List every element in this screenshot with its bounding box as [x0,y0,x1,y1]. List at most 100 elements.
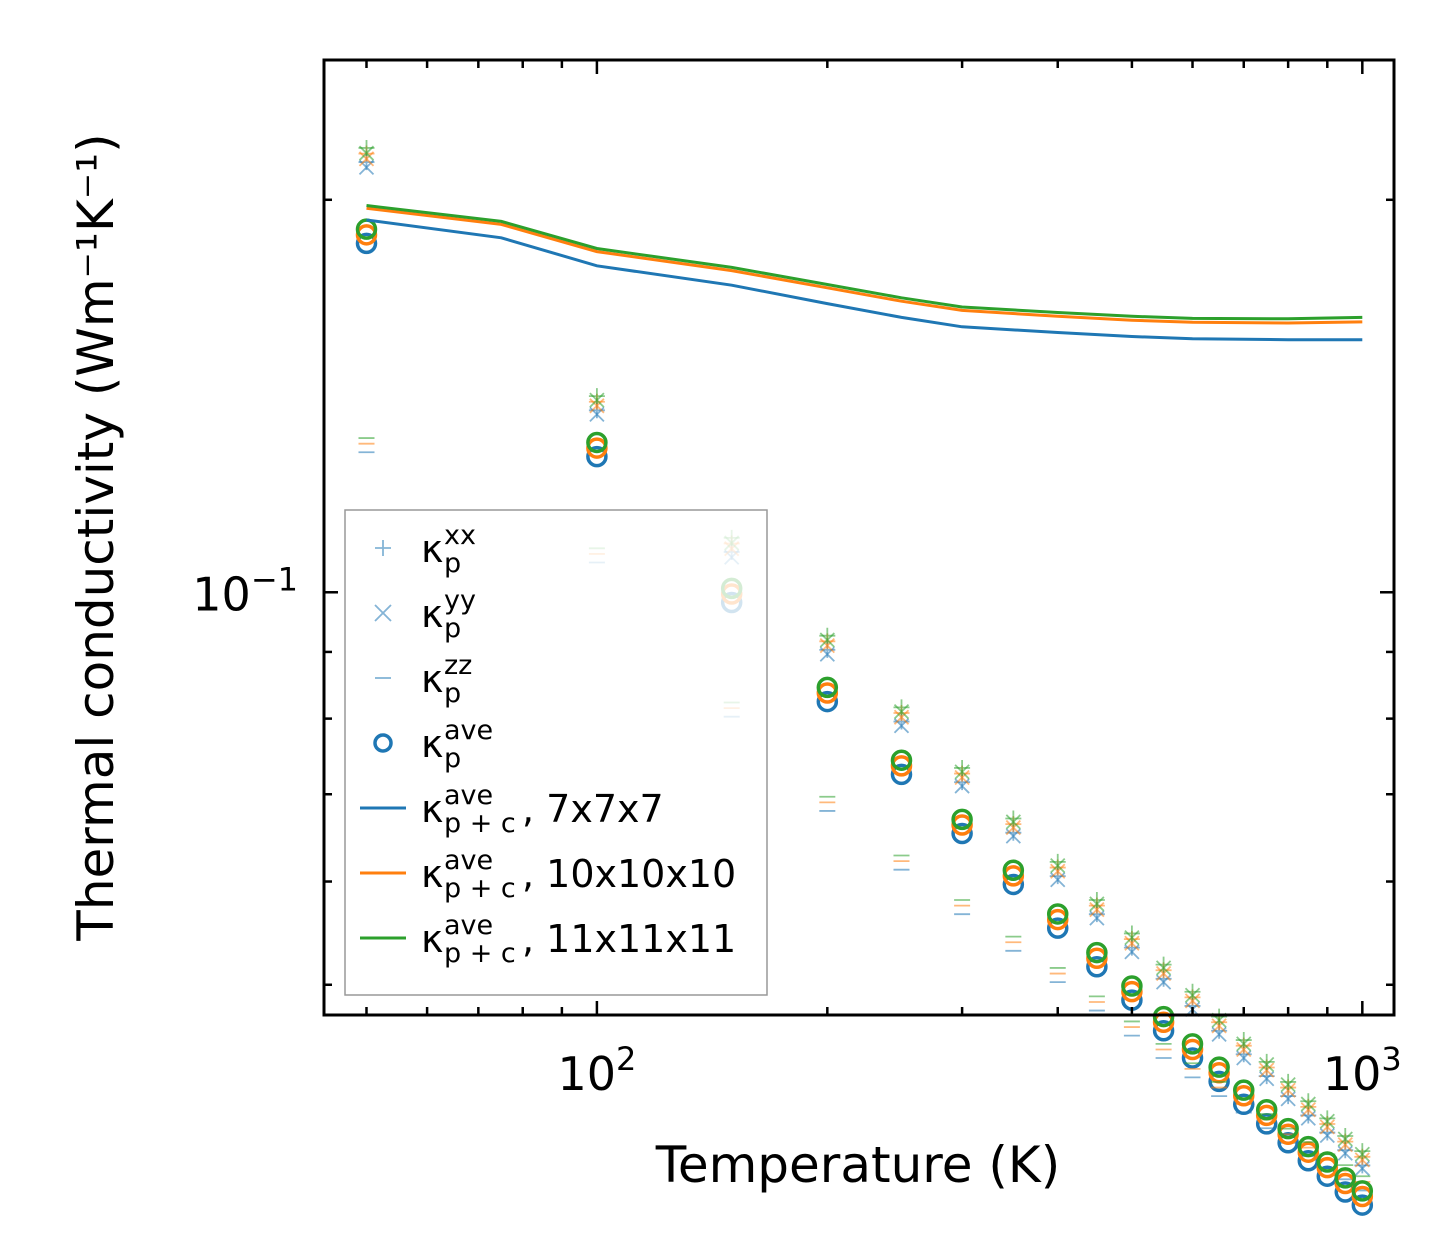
y-axis-label: Thermal conductivity (Wm⁻¹K⁻¹) [67,133,125,941]
svg-text:κ: κ [421,592,443,636]
point-ave-7x7x7-250K [890,763,913,786]
point-yy-11x11x11-500K [1124,930,1140,946]
legend-label: κ xxp [421,520,476,579]
legend-entry-zz-dash: κ zzp [375,650,472,709]
point-ave-11x11x11-350K [1002,859,1025,882]
point-yy-11x11x11-550K [1155,960,1172,976]
svg-text:, 7x7x7: , 7x7x7 [522,787,664,831]
point-yy-11x11x11-100K [589,392,605,408]
point-yy-10x10x10-950K [1337,1137,1353,1153]
svg-text:, 10x10x10: , 10x10x10 [522,852,736,896]
svg-text:κ: κ [421,527,443,571]
svg-text:ave: ave [444,910,493,941]
point-xx-11x11x11-100K [588,388,605,405]
svg-text:ave: ave [444,780,493,811]
point-ave-7x7x7-300K [951,822,973,845]
point-yy-10x10x10-650K [1211,1018,1227,1034]
point-xx-11x11x11-800K [1280,1073,1297,1090]
point-yy-10x10x10-350K [1005,819,1021,836]
point-yy-11x11x11-600K [1184,987,1201,1003]
point-ave-11x11x11-750K [1255,1098,1278,1121]
point-xx-11x11x11-450K [1088,891,1105,908]
data-marks [355,139,1374,1216]
legend-entry-yy-x: κ yyp [374,585,476,644]
point-ave-7x7x7-50K [355,232,378,255]
svg-text:p + c: p + c [444,873,516,904]
point-yy-10x10x10-600K [1184,993,1201,1009]
point-xx-11x11x11-600K [1184,983,1201,1000]
point-yy-10x10x10-850K [1300,1102,1316,1118]
point-xx-11x11x11-750K [1258,1053,1275,1070]
point-xx-11x11x11-550K [1155,956,1172,973]
point-yy-11x11x11-350K [1005,814,1021,830]
tick-labels: 102 103 10−1 [192,560,1401,1101]
point-xx-11x11x11-850K [1300,1093,1317,1110]
series-line-11x11x11 [366,204,1363,321]
point-yy-10x10x10-550K [1155,965,1172,982]
point-ave-11x11x11-400K [1046,903,1069,925]
point-yy-11x11x11-900K [1319,1113,1335,1129]
point-xx-11x11x11-950K [1337,1128,1354,1145]
point-ave-7x7x7-600K [1181,1047,1204,1069]
point-yy-11x11x11-300K [954,764,970,780]
point-ave-11x11x11-450K [1086,941,1108,964]
point-ave-11x11x11-1000K [1351,1180,1374,1202]
point-yy-10x10x10-700K [1236,1041,1252,1058]
svg-text:ave: ave [444,715,493,746]
point-yy-11x11x11-450K [1089,896,1105,912]
point-yy-10x10x10-200K [819,638,835,654]
svg-text:κ: κ [421,787,443,831]
series-lines [366,204,1363,342]
point-ave-7x7x7-700K [1233,1093,1255,1116]
point-yy-10x10x10-900K [1319,1119,1335,1135]
legend-handle [374,604,392,622]
point-ave-11x11x11-600K [1181,1033,1204,1055]
svg-text:p: p [444,678,461,709]
point-yy-11x11x11-950K [1337,1131,1353,1147]
point-ave-11x11x11-650K [1208,1056,1230,1078]
point-yy-10x10x10-400K [1050,863,1066,879]
point-xx-11x11x11-900K [1319,1110,1336,1127]
plot-frame [322,58,1396,1017]
svg-text:, 11x11x11: , 11x11x11 [522,917,736,961]
svg-text:p: p [444,548,461,579]
legend-label: κ yyp [421,585,476,644]
point-ave-11x11x11-300K [951,808,973,831]
point-yy-10x10x10-450K [1089,901,1105,918]
point-xx-11x11x11-650K [1211,1008,1228,1025]
point-ave-7x7x7-200K [816,690,839,713]
point-yy-10x10x10-50K [358,151,375,167]
svg-text:κ: κ [421,722,443,766]
point-xx-11x11x11-700K [1235,1032,1252,1049]
point-ave-11x11x11-500K [1121,975,1143,997]
y-tick-label-0.1: 10−1 [192,560,298,621]
x-tick-label-100: 102 [557,1040,636,1101]
point-ave-7x7x7-1000K [1351,1194,1374,1216]
point-yy-10x10x10-750K [1259,1062,1275,1078]
point-yy-11x11x11-400K [1050,857,1066,874]
point-ave-11x11x11-250K [890,749,913,771]
series-line-7x7x7 [366,218,1363,342]
svg-text:xx: xx [444,520,476,551]
point-ave-11x11x11-900K [1316,1151,1339,1173]
point-ave-7x7x7-650K [1208,1070,1230,1093]
point-xx-11x11x11-400K [1049,853,1066,870]
point-yy-11x11x11-750K [1259,1056,1275,1073]
point-ave-7x7x7-100K [586,445,608,468]
svg-text:p: p [444,743,461,774]
x-tick-label-1000: 103 [1323,1040,1402,1101]
svg-text:κ: κ [421,852,443,896]
point-yy-11x11x11-1000K [1354,1146,1370,1162]
point-yy-10x10x10-1000K [1354,1152,1370,1168]
point-xx-11x11x11-1000K [1354,1143,1371,1160]
point-yy-10x10x10-800K [1280,1082,1296,1098]
point-ave-11x11x11-950K [1334,1167,1357,1189]
svg-text:p + c: p + c [444,938,516,969]
legend-frame [344,509,768,996]
